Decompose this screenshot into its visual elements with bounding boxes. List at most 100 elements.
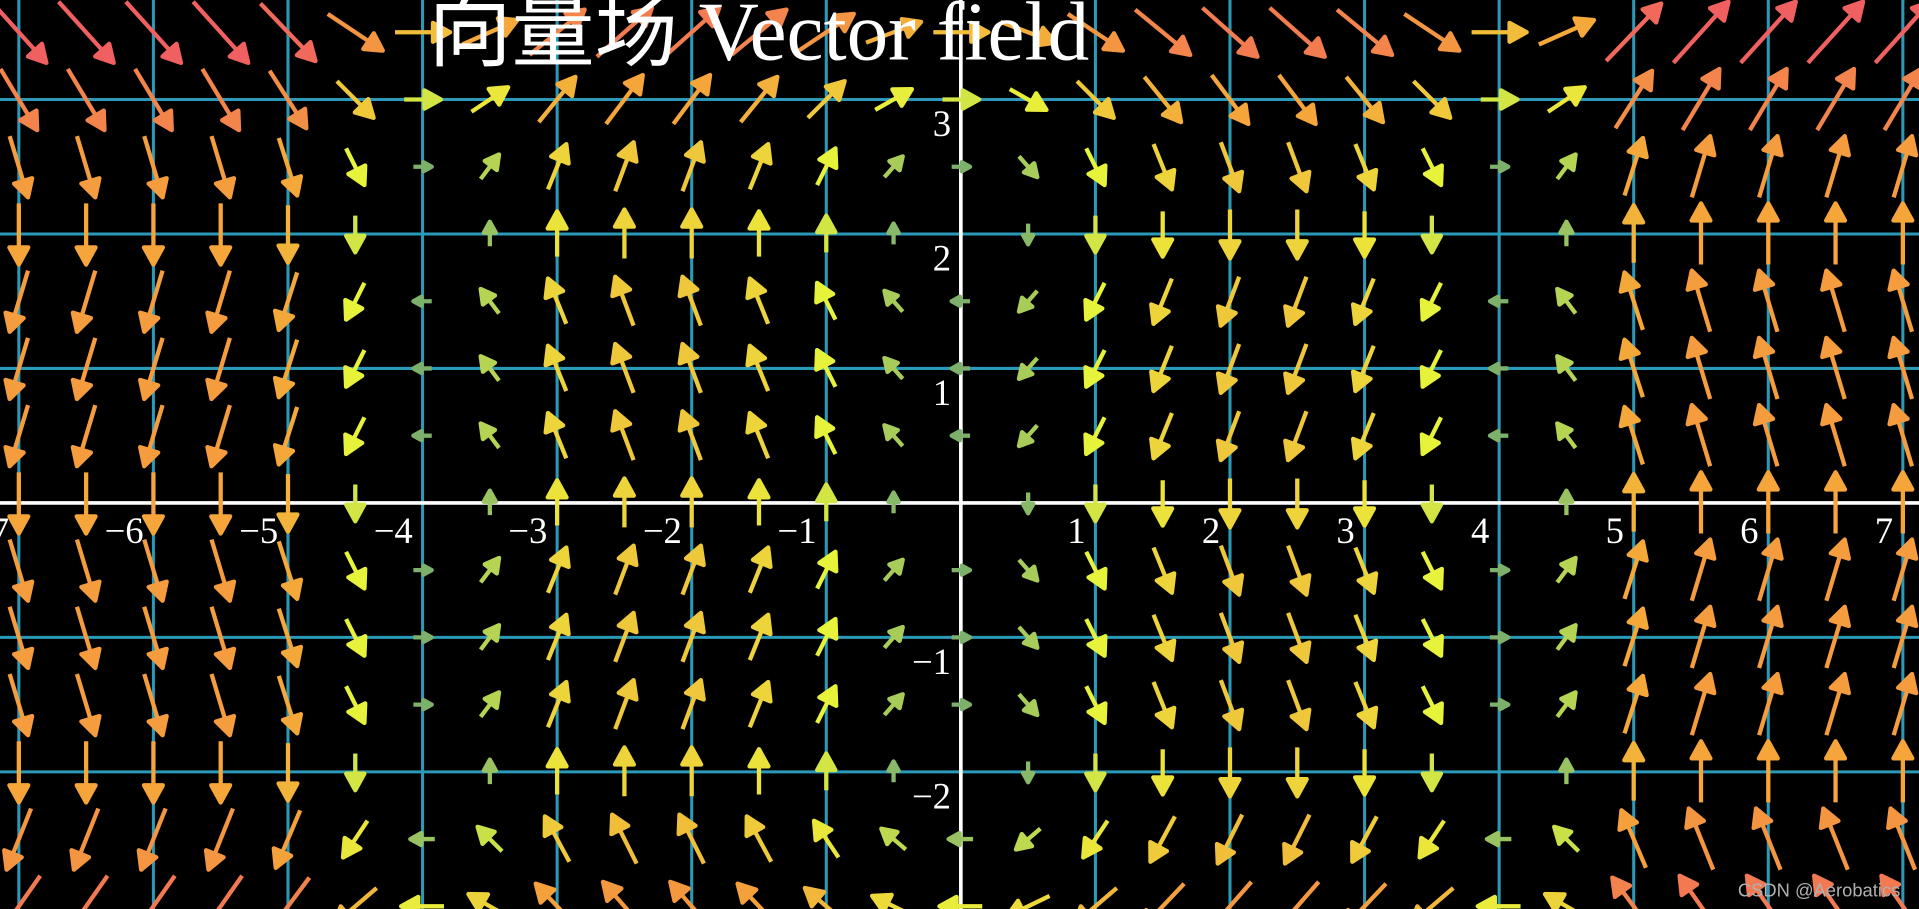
x-tick-label: −6 xyxy=(105,510,144,551)
arrow xyxy=(141,472,165,536)
arrow xyxy=(1218,478,1242,530)
arrow xyxy=(1752,402,1780,467)
arrow xyxy=(1283,410,1309,463)
arrow xyxy=(1751,806,1783,871)
arrow xyxy=(545,747,569,795)
arrow xyxy=(478,152,502,181)
arrow xyxy=(1084,550,1108,591)
arrow xyxy=(1133,7,1193,58)
arrow xyxy=(747,747,771,795)
arrow xyxy=(1148,815,1177,864)
arrow xyxy=(545,679,571,729)
arrow xyxy=(142,135,169,200)
arrow xyxy=(7,472,31,536)
arrow xyxy=(14,874,43,909)
arrow xyxy=(1752,268,1780,333)
arrow xyxy=(148,874,177,909)
arrow xyxy=(933,20,991,44)
arrow xyxy=(882,288,905,314)
arrow xyxy=(612,207,636,259)
arrow xyxy=(1218,747,1242,799)
arrow xyxy=(276,540,304,602)
arrow xyxy=(1622,472,1646,532)
arrow xyxy=(1689,134,1717,198)
arrow xyxy=(744,814,774,863)
arrow xyxy=(191,0,251,65)
arrow xyxy=(1748,66,1789,132)
arrow xyxy=(1887,268,1915,333)
x-tick-label: −3 xyxy=(508,510,547,551)
arrow xyxy=(610,274,636,327)
arrow xyxy=(613,678,639,730)
arrow xyxy=(205,337,232,402)
arrow xyxy=(344,753,367,793)
arrow xyxy=(865,16,924,45)
arrow xyxy=(1689,537,1717,602)
arrow xyxy=(882,355,905,381)
arrow xyxy=(404,88,444,111)
arrow xyxy=(1689,201,1713,265)
arrow xyxy=(0,8,49,65)
arrow xyxy=(815,213,838,253)
arrow xyxy=(1555,286,1578,315)
arrow xyxy=(1613,68,1655,130)
arrow xyxy=(205,270,232,334)
arrow xyxy=(1353,681,1379,730)
arrow xyxy=(1083,416,1107,457)
arrow xyxy=(671,72,713,126)
arrow xyxy=(600,879,630,909)
arrow xyxy=(815,616,839,657)
arrow xyxy=(137,337,165,402)
arrow xyxy=(413,563,434,577)
x-tick-label: 5 xyxy=(1606,510,1624,551)
arrow xyxy=(1017,154,1040,180)
arrow xyxy=(216,874,244,909)
arrow xyxy=(1346,882,1388,909)
y-tick-label: 2 xyxy=(933,238,951,279)
arrow xyxy=(74,203,98,267)
arrow xyxy=(1352,211,1377,259)
arrow xyxy=(478,690,502,719)
arrow xyxy=(1484,830,1512,848)
arrow xyxy=(1886,806,1918,871)
arrow xyxy=(1671,0,1731,65)
arrow xyxy=(1622,606,1649,667)
arrow xyxy=(797,11,856,53)
arrow xyxy=(1882,67,1919,132)
arrow xyxy=(1806,0,1866,65)
arrow xyxy=(1084,685,1108,726)
arrow xyxy=(662,5,722,59)
arrow xyxy=(1879,873,1908,909)
arrow xyxy=(272,271,300,333)
arrow xyxy=(882,692,905,717)
arrow xyxy=(949,294,971,308)
arrow xyxy=(676,812,706,865)
arrow xyxy=(478,623,502,651)
arrow xyxy=(1215,343,1242,396)
arrow xyxy=(1151,681,1177,730)
arrow xyxy=(283,876,312,909)
arrow xyxy=(1411,79,1453,120)
arrow xyxy=(1417,819,1446,860)
arrow xyxy=(1353,613,1379,663)
arrow xyxy=(478,555,502,584)
arrow xyxy=(1887,335,1915,400)
arrow xyxy=(343,349,367,389)
arrow xyxy=(1689,470,1713,534)
arrow xyxy=(481,219,499,247)
arrow xyxy=(1546,85,1587,114)
arrow xyxy=(668,879,697,909)
arrow xyxy=(1420,484,1444,524)
arrow xyxy=(1020,492,1036,516)
arrow xyxy=(609,812,639,865)
arrow xyxy=(1077,886,1119,909)
arrow xyxy=(209,472,233,536)
arrow xyxy=(70,270,98,334)
arrow xyxy=(1215,410,1242,463)
arrow xyxy=(1618,270,1645,331)
arrow xyxy=(1610,875,1639,909)
arrow xyxy=(1542,891,1576,909)
arrow xyxy=(1353,143,1379,192)
arrow xyxy=(124,0,184,65)
